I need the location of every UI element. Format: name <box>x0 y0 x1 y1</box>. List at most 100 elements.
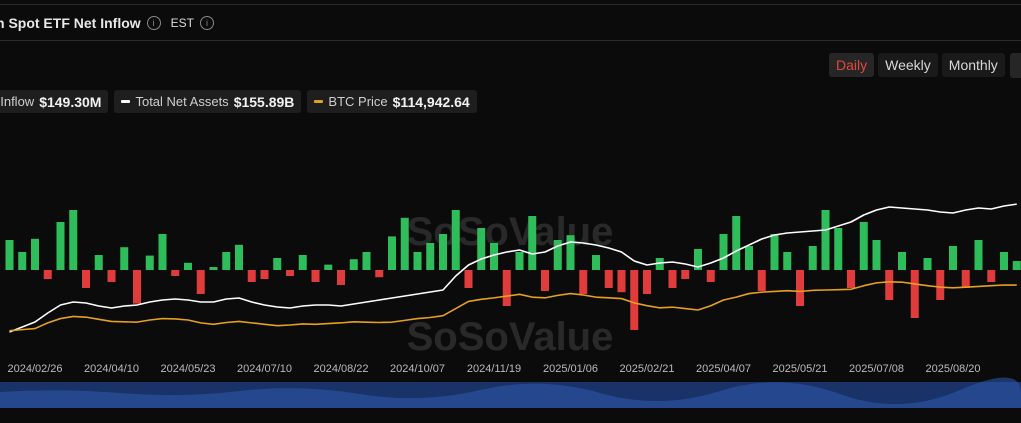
bar <box>515 252 524 270</box>
bar <box>885 270 894 300</box>
chart-title: n Spot ETF Net Inflow <box>0 15 141 31</box>
bar <box>349 259 358 270</box>
bar <box>222 252 231 270</box>
timezone: EST <box>170 16 194 30</box>
period-button[interactable]: Monthly <box>941 53 1005 77</box>
period-button[interactable]: Daily <box>829 53 875 77</box>
watermark: SoSoValue <box>407 315 614 359</box>
bar <box>43 270 52 279</box>
bar <box>706 270 715 282</box>
bar <box>834 228 843 270</box>
bar <box>808 246 817 270</box>
x-tick-label: 2024/07/10 <box>237 363 292 375</box>
legend-item[interactable]: BTC Price $114,942.64 <box>307 90 477 113</box>
x-tick-label: 2025/07/08 <box>849 363 904 375</box>
bar <box>464 270 473 288</box>
info-icon[interactable]: i <box>200 16 214 30</box>
bar <box>553 240 562 270</box>
bar <box>872 240 881 270</box>
bar <box>94 255 103 270</box>
bar <box>31 238 39 270</box>
period-button[interactable]: Weekly <box>878 53 938 77</box>
bar <box>5 240 14 270</box>
x-tick-label: 2025/01/06 <box>543 363 598 375</box>
bar <box>783 252 792 270</box>
legend-key <box>121 100 131 103</box>
header: n Spot ETF Net Inflow i EST i <box>0 12 214 34</box>
bar <box>847 270 855 288</box>
bar <box>732 216 741 270</box>
bar <box>273 258 282 270</box>
x-tick-label: 2025/08/20 <box>925 363 980 375</box>
bar <box>388 236 396 270</box>
info-icon[interactable]: i <box>146 16 161 30</box>
bar <box>451 210 460 270</box>
legend-key <box>314 100 324 103</box>
bar <box>859 222 868 270</box>
bar <box>974 240 983 270</box>
bar <box>923 258 932 270</box>
bar <box>821 210 830 270</box>
bar <box>592 255 600 270</box>
bar <box>502 270 511 306</box>
bar <box>1000 252 1008 270</box>
bar <box>910 270 919 318</box>
x-tick-label: 2024/11/19 <box>467 363 521 375</box>
bar <box>426 243 435 270</box>
bar <box>490 243 498 270</box>
legend-item[interactable]: Total Net Assets $155.89B <box>114 90 302 113</box>
bar <box>770 234 779 270</box>
bar <box>668 270 677 288</box>
divider <box>0 40 1021 41</box>
bar <box>949 246 957 270</box>
period-switch: Daily Weekly Monthly <box>829 53 1005 77</box>
bar <box>936 270 945 300</box>
bar <box>1012 261 1021 270</box>
legend-value: $114,942.64 <box>392 93 470 110</box>
legend-value: $155.89B <box>233 93 295 110</box>
bar <box>655 258 664 270</box>
bar <box>413 252 422 270</box>
bar <box>209 267 218 270</box>
legend-name: Total Net Assets <box>135 94 229 109</box>
bar <box>337 270 345 285</box>
bar <box>439 234 447 270</box>
bar <box>362 252 371 270</box>
bar <box>56 222 65 270</box>
x-tick-label: 2024/02/26 <box>7 363 62 375</box>
bar <box>566 235 575 270</box>
bar <box>541 270 549 291</box>
bar <box>719 234 728 270</box>
x-tick-label: 2024/04/10 <box>84 363 139 375</box>
bar <box>260 270 269 279</box>
x-tick-label: 2024/10/07 <box>390 363 445 375</box>
bar <box>311 270 320 282</box>
x-tick-label: 2024/08/22 <box>313 363 368 375</box>
bar <box>617 270 626 293</box>
bar <box>528 216 537 270</box>
bar <box>69 210 78 270</box>
bar <box>133 270 141 304</box>
bar <box>898 252 906 270</box>
bar <box>745 246 753 270</box>
x-tick-label: 2024/05/23 <box>160 363 215 375</box>
bar <box>694 249 702 270</box>
more-button[interactable] <box>1010 53 1021 78</box>
bar <box>184 262 192 270</box>
bar <box>120 247 129 270</box>
bar <box>324 264 333 270</box>
bar <box>145 255 154 270</box>
bar <box>158 234 167 270</box>
x-tick-label: 2025/05/21 <box>772 363 827 375</box>
watermark: SoSoValue <box>407 210 614 254</box>
bar <box>630 270 639 330</box>
navigator-area <box>0 377 1021 408</box>
x-tick-label: 2025/04/07 <box>696 363 751 375</box>
bar <box>247 270 256 282</box>
legend-item[interactable]: t Inflow $149.30M <box>0 90 109 113</box>
bar <box>82 270 90 288</box>
bar <box>579 270 588 294</box>
line <box>9 280 1017 332</box>
